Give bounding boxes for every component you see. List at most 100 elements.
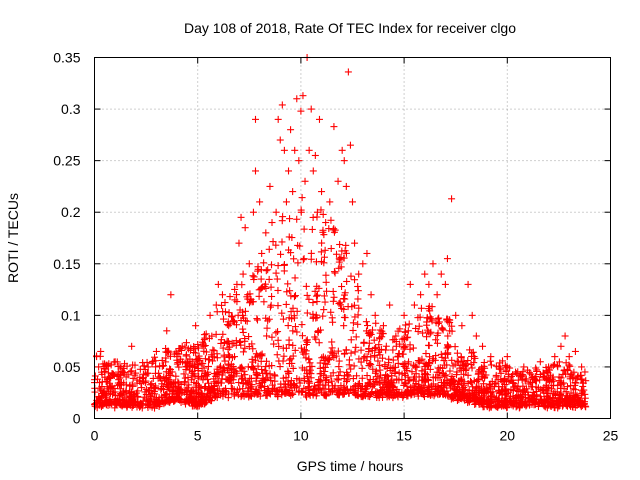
data-point: [317, 206, 325, 214]
data-point: [424, 371, 432, 379]
data-point: [239, 312, 247, 320]
data-point: [248, 340, 256, 348]
data-point: [241, 344, 249, 352]
data-point: [252, 389, 260, 397]
data-point: [388, 382, 396, 390]
data-point: [412, 380, 420, 388]
data-point: [359, 260, 367, 268]
data-point: [134, 393, 142, 401]
data-point: [128, 381, 136, 389]
data-point: [307, 255, 315, 263]
data-point: [322, 271, 330, 279]
data-point: [295, 376, 303, 384]
data-point: [266, 182, 274, 190]
axis-ticks: 0 5 10 15 20 25 0 0.05 0.1 0.15 0.2 0.25 0.3 0.35: [53, 50, 618, 444]
data-point: [311, 333, 319, 341]
data-point: [401, 336, 409, 344]
data-point: [97, 368, 105, 376]
data-point: [238, 374, 246, 382]
data-point: [293, 95, 301, 103]
data-point: [95, 363, 103, 371]
data-point: [258, 249, 266, 257]
data-point: [347, 336, 355, 344]
data-point: [317, 248, 325, 256]
data-point: [507, 372, 515, 380]
data-point: [98, 383, 106, 391]
data-point: [300, 255, 308, 263]
data-point: [488, 397, 496, 405]
data-point: [144, 400, 152, 408]
data-point: [271, 372, 279, 380]
data-point: [435, 386, 443, 394]
data-point: [217, 362, 225, 370]
data-point: [263, 324, 271, 332]
data-point: [129, 374, 137, 382]
data-point: [103, 397, 111, 405]
data-point: [230, 389, 238, 397]
data-point: [371, 353, 379, 361]
data-point: [410, 375, 418, 383]
data-point: [321, 246, 329, 254]
data-point: [184, 345, 192, 353]
data-point: [526, 378, 534, 386]
data-point: [391, 369, 399, 377]
data-point: [338, 146, 346, 154]
data-point: [192, 322, 200, 330]
data-point: [130, 395, 138, 403]
data-point: [227, 313, 235, 321]
data-point: [202, 398, 210, 406]
data-point: [91, 372, 99, 380]
data-point: [389, 346, 397, 354]
data-point: [284, 280, 292, 288]
data-point: [327, 216, 335, 224]
data-point: [203, 392, 211, 400]
data-point: [256, 198, 264, 206]
data-point: [335, 300, 343, 308]
data-point: [414, 328, 422, 336]
data-point: [305, 355, 313, 363]
data-point: [231, 285, 239, 293]
data-point: [319, 312, 327, 320]
data-point: [327, 348, 335, 356]
data-point: [439, 390, 447, 398]
data-point: [278, 101, 286, 109]
data-point: [219, 344, 227, 352]
data-point: [106, 374, 114, 382]
data-point: [123, 362, 131, 370]
data-point: [576, 371, 584, 379]
data-point: [418, 388, 426, 396]
data-point: [210, 353, 218, 361]
data-point: [329, 369, 337, 377]
data-point: [487, 403, 495, 411]
data-point: [421, 270, 429, 278]
data-point: [448, 327, 456, 335]
data-point: [282, 387, 290, 395]
data-point: [338, 283, 346, 291]
chart-title: Day 108 of 2018, Rate Of TEC Index for r…: [184, 20, 516, 36]
data-point: [336, 256, 344, 264]
data-point: [219, 367, 227, 375]
data-point: [186, 397, 194, 405]
data-point: [405, 377, 413, 385]
data-point: [252, 350, 260, 358]
data-point: [375, 341, 383, 349]
data-point: [106, 382, 114, 390]
data-point: [559, 370, 567, 378]
data-point: [309, 310, 317, 318]
data-point: [285, 233, 293, 241]
data-point: [306, 359, 314, 367]
data-point: [239, 325, 247, 333]
data-point: [563, 383, 571, 391]
data-point: [289, 341, 297, 349]
data-point: [265, 275, 273, 283]
data-point: [182, 351, 190, 359]
data-point: [228, 354, 236, 362]
data-point: [350, 301, 358, 309]
data-point: [323, 287, 331, 295]
data-point: [427, 328, 435, 336]
data-point: [434, 319, 442, 327]
data-point: [454, 387, 462, 395]
data-point: [386, 301, 394, 309]
data-point: [438, 325, 446, 333]
data-point: [101, 373, 109, 381]
